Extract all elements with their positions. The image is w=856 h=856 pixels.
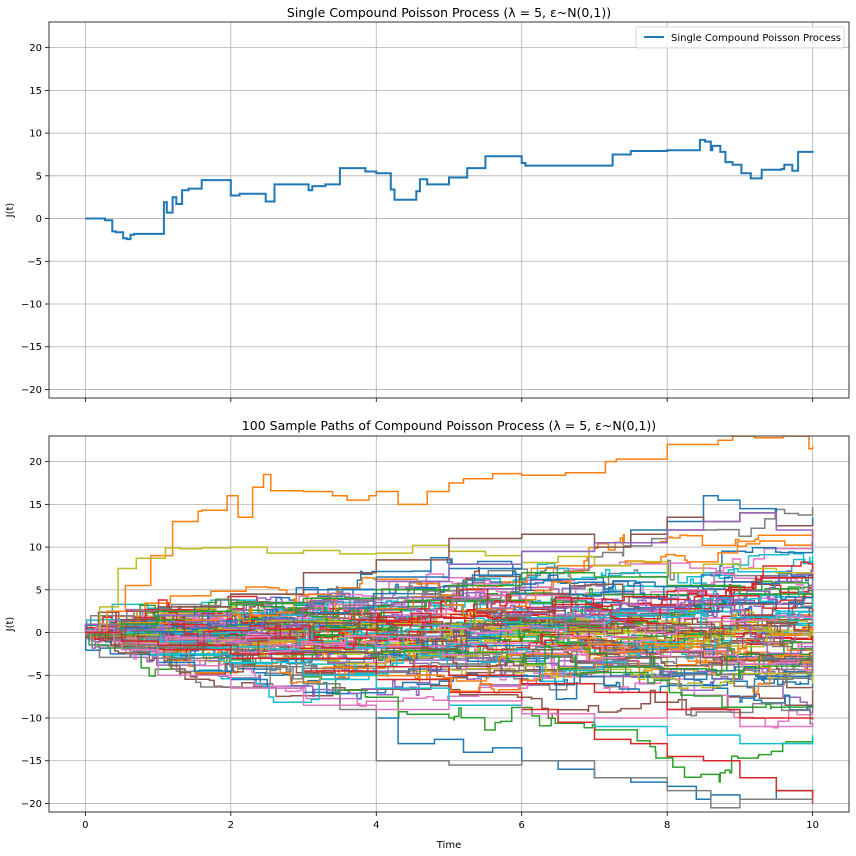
series-line-single-path	[85, 138, 814, 241]
y-tick-label: 10	[29, 129, 42, 140]
sample-path	[85, 590, 814, 650]
legend: Single Compound Poisson Process	[635, 26, 845, 49]
y-tick-label: 0	[36, 214, 42, 225]
y-axis-label: J(t)	[5, 203, 16, 219]
sample-path	[85, 573, 814, 650]
x-ticks: 0 2 4 6 8 10	[82, 812, 819, 831]
y-tick-label: −5	[27, 671, 42, 682]
sample-path	[85, 572, 814, 634]
y-tick-label: 0	[36, 628, 42, 639]
x-tick-label: 0	[82, 820, 88, 831]
sample-path	[85, 571, 814, 634]
sample-path	[85, 436, 814, 634]
y-tick-label: 5	[36, 171, 42, 182]
x-tick-label: 8	[664, 820, 670, 831]
chart-single-path: −20 −15 −10 −5 0 5 10 15 20 Single Compound Pois…	[5, 5, 850, 402]
y-ticks: −20 −15 −10 −5 0 5 10 15 20	[21, 457, 49, 810]
x-tick-label: 6	[519, 820, 525, 831]
x-ticks	[84, 398, 814, 402]
series-group	[85, 138, 814, 241]
chart-100-paths: 0 2 4 6 8 10 −20 −15 −10 −5 0 5 10 15 20 100 Sample P…	[5, 418, 850, 851]
y-tick-label: 15	[29, 86, 42, 97]
x-tick-label: 10	[806, 820, 819, 831]
sample-path	[85, 550, 814, 640]
sample-path	[85, 532, 814, 634]
sample-path	[85, 631, 814, 809]
y-tick-label: 5	[36, 585, 42, 596]
sample-path	[85, 631, 814, 720]
y-ticks: −20 −15 −10 −5 0 5 10 15 20	[21, 43, 49, 396]
y-axis-label: J(t)	[5, 617, 16, 633]
plot-area	[49, 22, 849, 398]
sample-path	[85, 631, 814, 698]
sample-path	[85, 592, 814, 654]
x-axis-label: Time	[436, 840, 461, 851]
y-tick-label: −20	[21, 799, 42, 810]
sample-path	[85, 619, 814, 689]
x-tick-label: 4	[373, 820, 379, 831]
sample-path	[85, 589, 814, 648]
y-tick-label: 20	[29, 457, 42, 468]
plot-frame	[48, 435, 850, 813]
x-tick-label: 2	[228, 820, 234, 831]
legend-box	[635, 26, 845, 49]
y-tick-label: −5	[27, 257, 42, 268]
series-group	[84, 436, 814, 809]
sample-path	[85, 544, 814, 634]
chart-title: Single Compound Poisson Process (λ = 5, …	[287, 5, 611, 20]
y-tick-label: −20	[21, 385, 42, 396]
y-tick-label: −10	[21, 714, 42, 725]
sample-path	[85, 584, 814, 662]
sample-path	[85, 614, 814, 659]
plot-frame	[48, 21, 850, 399]
chart-title: 100 Sample Paths of Compound Poisson Pro…	[242, 418, 656, 433]
y-tick-label: −15	[21, 756, 42, 767]
y-tick-label: −15	[21, 342, 42, 353]
y-tick-label: −10	[21, 300, 42, 311]
y-tick-label: 10	[29, 543, 42, 554]
y-tick-label: 20	[29, 43, 42, 54]
grid	[49, 22, 849, 398]
y-tick-label: 15	[29, 500, 42, 511]
legend-label: Single Compound Poisson Process	[671, 33, 841, 44]
sample-path	[85, 631, 814, 800]
sample-path	[85, 512, 814, 634]
